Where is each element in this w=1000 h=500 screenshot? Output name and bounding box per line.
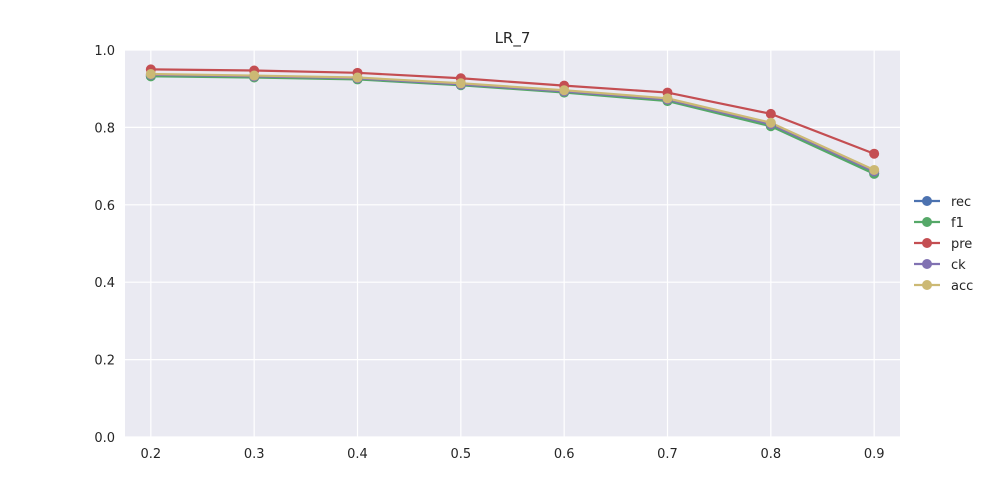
data-point-acc xyxy=(249,70,260,81)
data-point-acc xyxy=(455,78,466,89)
y-tick-label: 0.2 xyxy=(94,354,115,369)
legend-label: pre xyxy=(951,237,972,252)
chart-title: LR_7 xyxy=(495,29,531,48)
grid-lines xyxy=(125,49,900,438)
legend-item-rec: rec xyxy=(914,195,971,210)
series-line-acc xyxy=(150,72,875,171)
legend-label: rec xyxy=(951,195,971,210)
y-tick-label: 0.6 xyxy=(94,199,115,214)
x-tick-label: 0.3 xyxy=(244,447,265,462)
x-tick-label: 0.7 xyxy=(657,447,678,462)
x-tick-label: 0.8 xyxy=(760,447,781,462)
y-tick-label: 0.4 xyxy=(94,276,115,291)
x-tick-label: 0.4 xyxy=(347,447,368,462)
data-point-pre xyxy=(765,108,776,119)
series-points xyxy=(145,64,880,179)
y-tick-label: 0.0 xyxy=(94,431,115,446)
data-point-acc xyxy=(145,68,156,79)
x-axis-ticks: 0.2 0.3 0.4 0.5 0.6 0.7 0.8 0.9 xyxy=(140,447,884,462)
legend-item-ck: ck xyxy=(914,258,966,273)
x-tick-label: 0.6 xyxy=(554,447,575,462)
data-point-acc xyxy=(559,85,570,96)
legend-label: ck xyxy=(951,258,966,273)
y-tick-label: 1.0 xyxy=(94,44,115,59)
data-point-pre xyxy=(869,148,880,159)
data-point-acc xyxy=(662,93,673,104)
series-lines xyxy=(150,68,875,175)
legend-item-acc: acc xyxy=(914,279,973,294)
x-tick-label: 0.9 xyxy=(864,447,885,462)
legend-swatch-marker xyxy=(922,280,932,290)
data-point-acc xyxy=(765,117,776,128)
x-tick-label: 0.5 xyxy=(450,447,471,462)
y-tick-label: 0.8 xyxy=(94,121,115,136)
legend-item-pre: pre xyxy=(914,237,972,252)
legend-swatch-marker xyxy=(922,217,932,227)
legend-swatch-marker xyxy=(922,238,932,248)
legend-swatch-marker xyxy=(922,196,932,206)
data-point-acc xyxy=(869,164,880,175)
legend-label: acc xyxy=(951,279,973,294)
data-point-acc xyxy=(352,72,363,83)
x-tick-label: 0.2 xyxy=(140,447,161,462)
series-line-pre xyxy=(150,68,875,155)
legend-label: f1 xyxy=(951,216,964,231)
legend-swatch-marker xyxy=(922,259,932,269)
legend-item-f1: f1 xyxy=(914,216,964,231)
y-axis-ticks: 0.0 0.2 0.4 0.6 0.8 1.0 xyxy=(94,44,115,446)
plot-area xyxy=(125,50,900,437)
legend: rec f1 pre ck acc xyxy=(914,195,973,294)
